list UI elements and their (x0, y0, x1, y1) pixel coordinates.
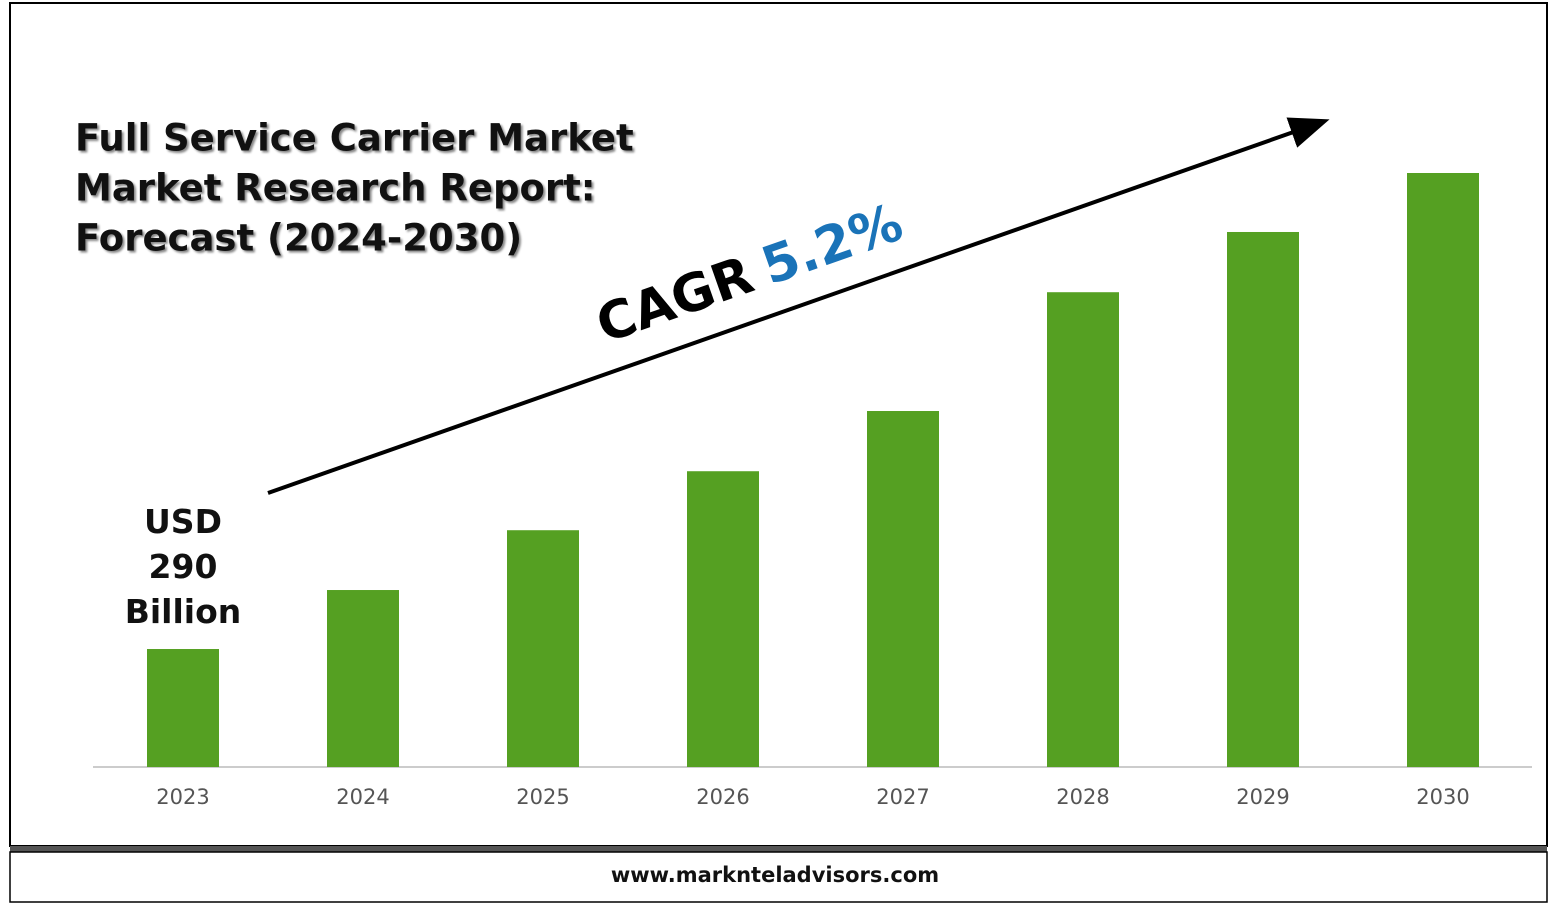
bar (867, 411, 939, 767)
x-tick-label: 2030 (1416, 785, 1469, 809)
footer-frame (9, 851, 1548, 903)
footer: www.marknteladvisors.com (611, 863, 939, 887)
x-tick-label: 2028 (1056, 785, 1109, 809)
bar (1047, 292, 1119, 767)
bar (327, 590, 399, 767)
bar (147, 649, 219, 767)
bar (1407, 173, 1479, 767)
bar (687, 471, 759, 767)
x-tick-label: 2023 (156, 785, 209, 809)
x-tick-label: 2025 (516, 785, 569, 809)
footer-shadow (10, 846, 1547, 852)
annotation-part: CAGR (589, 245, 761, 355)
x-tick-label: 2026 (696, 785, 749, 809)
cagr-annotation: CAGR5.2% (589, 193, 910, 356)
chart-title: Full Service Carrier Market (75, 117, 634, 160)
bar (507, 530, 579, 767)
x-tick-label: 2024 (336, 785, 389, 809)
annotation-part: 5.2% (754, 193, 910, 297)
x-tick-label: 2029 (1236, 785, 1289, 809)
chart-title: Market Research Report: (75, 167, 596, 210)
trend-arrow (267, 117, 1330, 495)
chart-title: Forecast (2024-2030) (75, 217, 522, 260)
bar (1227, 231, 1299, 767)
x-tick-label: 2027 (876, 785, 929, 809)
value-label: USD 290 Billion (124, 502, 242, 631)
